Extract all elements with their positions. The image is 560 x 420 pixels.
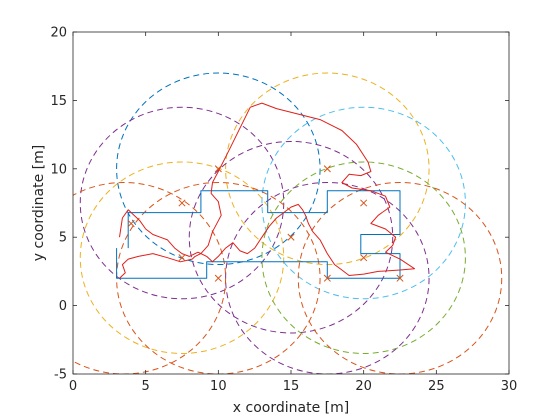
anchor-marker-6 [287,233,295,241]
x-tick-label: 10 [210,379,227,394]
plot-area [73,32,509,374]
x-tick-label: 15 [283,379,300,394]
y-tick-label: 10 [50,162,67,177]
range-circle-1 [116,72,321,266]
anchor-marker-10 [127,219,135,228]
anchor-marker-1 [214,165,222,173]
x-tick-label: 5 [142,379,150,394]
y-tick-label: 15 [50,94,67,109]
range-circle-6 [188,140,394,334]
anchor-marker-3 [178,199,186,207]
anchor-marker-8 [214,274,222,282]
true-path-line [116,190,401,279]
y-tick-label: 0 [59,299,67,314]
range-circle-7 [261,161,466,354]
anchor-marker-11 [396,274,404,282]
x-tick-label: 25 [428,379,445,394]
y-tick-label: 20 [50,26,67,41]
y-tick-label: 5 [59,231,67,246]
anchor-marker-9 [323,274,331,282]
y-tick-label: -5 [54,368,67,383]
estimated-path-line [119,102,415,279]
x-axis-label: x coordinate [m] [233,400,349,416]
anchor-marker-7 [360,254,368,262]
anchor-marker-5 [178,254,186,262]
anchor-marker-4 [360,199,368,207]
range-circle-4 [261,106,466,300]
x-tick-label: 0 [69,379,77,394]
anchor-marker-2 [323,165,331,173]
range-circle-5 [79,161,285,354]
range-circle-3 [79,106,285,300]
y-axis-label: y coordinate [m] [31,145,47,261]
x-tick-label: 30 [501,379,518,394]
x-tick-label: 20 [355,379,372,394]
